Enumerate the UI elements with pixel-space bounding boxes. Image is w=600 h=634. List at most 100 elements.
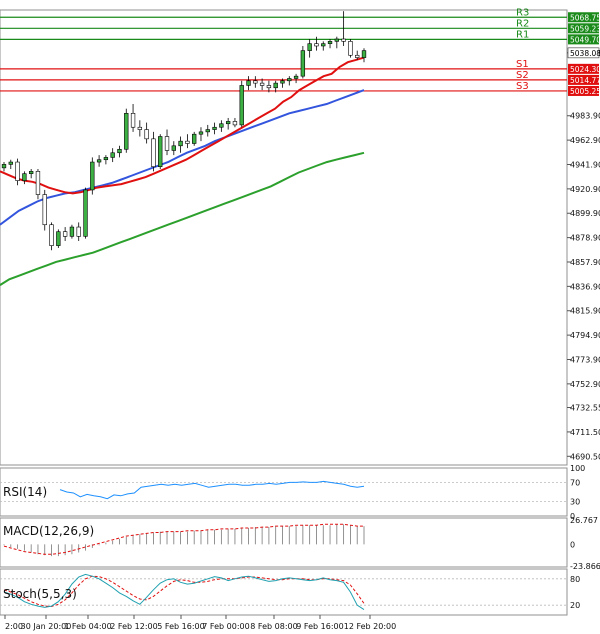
x-tick-label: 2 Feb 12:00	[110, 622, 157, 631]
candles	[1, 11, 367, 251]
price-tick-label: 4773.90	[570, 355, 600, 364]
price-tick-label: 4690.50	[570, 452, 600, 461]
candle	[137, 120, 143, 137]
x-tick-label: 2:00	[5, 622, 23, 631]
candle	[327, 39, 333, 49]
level-value-r3: 5068.75	[570, 13, 600, 22]
candle	[144, 122, 149, 144]
candle	[341, 11, 346, 46]
price-tick-label: 4836.90	[570, 282, 600, 291]
level-name-s1: S1	[516, 59, 529, 70]
ma-lines	[0, 56, 365, 286]
x-tick-label: 5 Feb 16:00	[157, 622, 204, 631]
level-value-s2: 5014.77	[570, 76, 600, 85]
macd-title: MACD(12,26,9)	[3, 524, 94, 538]
candle	[355, 50, 360, 60]
stoch-k-line	[3, 573, 365, 611]
candle	[130, 104, 136, 132]
level-tag-r2	[568, 23, 599, 34]
candle	[62, 227, 68, 241]
candle	[76, 222, 81, 241]
candle	[171, 141, 176, 156]
ma-line-green	[0, 151, 365, 286]
level-value-s3: 5005.25	[570, 87, 600, 96]
price-tick-label: 4878.90	[570, 234, 600, 243]
macd-tick-label: 0	[570, 540, 575, 549]
last-price-box	[567, 47, 600, 59]
x-tick-label: 9 Feb 16:00	[296, 622, 343, 631]
level-tag-r3	[568, 12, 599, 23]
candle	[219, 120, 224, 132]
x-tick-label: 30 Jan 20:00	[21, 622, 72, 631]
candle	[1, 162, 7, 172]
price-tick-label: 4899.90	[570, 209, 600, 218]
rsi-tick-label: 100	[570, 464, 585, 473]
candle	[225, 117, 231, 130]
candle	[361, 48, 367, 63]
candle	[29, 169, 34, 179]
level-tag-s1	[568, 63, 599, 74]
level-value-s1: 5024.30	[570, 65, 600, 74]
candle	[253, 76, 258, 88]
stoch-title: Stoch(5,5,3)	[3, 587, 77, 601]
price-tick-label: 4711.50	[570, 428, 600, 437]
level-tag-r1	[568, 34, 599, 45]
stoch-tick-label: 80	[570, 575, 580, 584]
candle	[49, 222, 54, 251]
price-y-ticks: 5038.08 4983.90 4962.90 4941.90 4920.90 4899.…	[567, 49, 600, 461]
x-tick-label: 8 Feb 08:00	[250, 622, 297, 631]
candle	[158, 134, 163, 170]
macd-signal-line	[3, 523, 364, 555]
macd-plot-frame	[0, 517, 568, 568]
candle	[259, 78, 265, 91]
level-tag-s2	[568, 74, 599, 85]
macd-tick-label: -23.866	[570, 562, 600, 571]
candle	[96, 155, 102, 167]
candle	[110, 148, 115, 163]
candle	[239, 80, 244, 128]
candle	[117, 145, 122, 158]
candle	[287, 76, 292, 86]
candle	[321, 41, 326, 51]
price-tick-label: 4962.90	[570, 136, 600, 145]
candle	[69, 224, 75, 239]
candle	[124, 108, 129, 153]
macd-panel: 26.767 0 -23.866 MACD(12,26,9)	[0, 516, 600, 571]
candle	[314, 36, 319, 51]
last-price-tag: 5038.08	[567, 47, 600, 59]
rsi-plot-frame	[0, 467, 568, 517]
ma-line-red	[0, 56, 365, 195]
last-price-label: 5038.08	[570, 49, 600, 58]
price-tick-label: 4857.90	[570, 258, 600, 267]
price-tick-label: 4983.90	[570, 112, 600, 121]
stoch-tick-label: 20	[570, 601, 580, 610]
candle	[266, 80, 272, 93]
candle	[90, 157, 95, 195]
level-name-s3: S3	[516, 81, 529, 92]
stoch-plot-frame	[0, 568, 568, 616]
x-tick-label: 12 Feb 20:00	[344, 622, 396, 631]
candle	[280, 78, 285, 88]
candle	[232, 117, 238, 128]
candle	[300, 45, 306, 79]
price-tick-label: 4752.90	[570, 380, 600, 389]
candle	[348, 39, 353, 58]
price-level-tags: 5068.75 5059.23 5049.70 5024.30 5014.77 5005.…	[568, 12, 600, 96]
ma-line-blue	[0, 89, 365, 226]
level-name-r2: R2	[516, 18, 529, 29]
candle	[273, 80, 278, 93]
candle	[42, 189, 47, 231]
candle	[334, 36, 339, 49]
x-tick-label: 1 Feb 04:00	[64, 622, 111, 631]
level-name-r3: R3	[516, 7, 529, 18]
price-tick-label: 4920.90	[570, 185, 600, 194]
candle	[293, 73, 299, 84]
rsi-tick-label: 30	[570, 498, 580, 507]
candle	[205, 124, 210, 137]
rsi-tick-label: 70	[570, 478, 580, 487]
level-tag-s3	[568, 85, 599, 96]
candle	[307, 39, 312, 58]
candle	[22, 171, 27, 185]
